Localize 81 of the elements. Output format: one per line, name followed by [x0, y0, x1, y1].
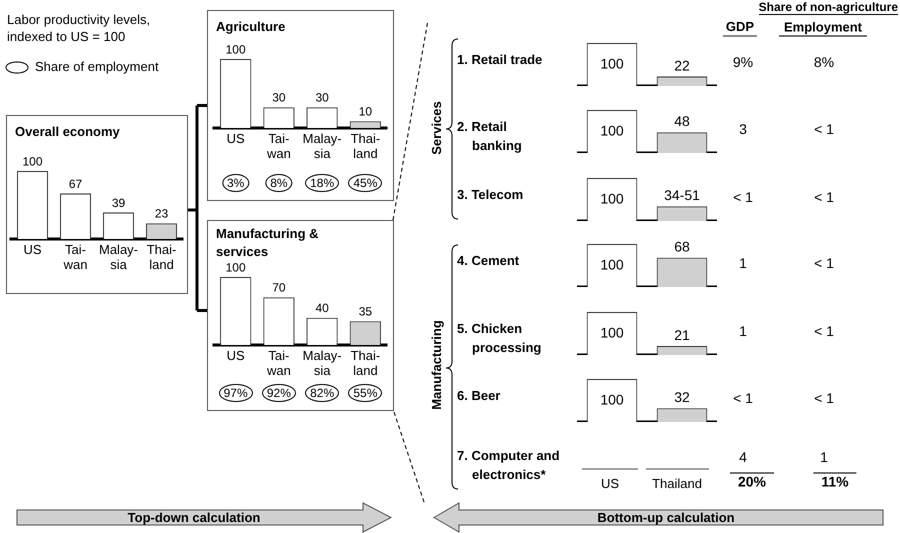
x-tick-label: Malay- sia — [98, 242, 138, 272]
text: US — [600, 476, 620, 492]
data-label: 23 — [154, 206, 168, 221]
x-tick-label: Tai- wan — [266, 348, 291, 378]
data-label: 100 — [600, 190, 624, 206]
text: 6. Beer — [457, 387, 501, 405]
text: 7. Computer and electronics* — [457, 447, 560, 484]
text: 1 — [739, 323, 747, 339]
text: GDP — [722, 19, 758, 37]
text: < 1 — [814, 255, 834, 271]
text: Labor productivity levels, indexed to US = 100 — [7, 11, 150, 45]
text: < 1 — [814, 189, 834, 205]
text: 4. Cement — [457, 252, 520, 270]
text: 3 — [739, 121, 747, 137]
text: < 1 — [814, 390, 834, 406]
text: 18% — [305, 174, 340, 192]
text: 1 — [739, 255, 747, 271]
data-label: 100 — [226, 42, 246, 56]
data-label: 32 — [674, 389, 690, 406]
data-label: 30 — [272, 90, 286, 105]
text: 92% — [262, 384, 296, 402]
data-label: 39 — [112, 196, 126, 210]
data-label: 100 — [600, 324, 624, 340]
data-label: 10 — [358, 104, 372, 119]
data-label: 30 — [315, 90, 330, 105]
text: 1. Retail trade — [457, 51, 542, 69]
text: 45% — [348, 174, 382, 192]
x-tick-label: Thai- land — [146, 242, 176, 272]
data-label: 100 — [600, 55, 624, 72]
text: 11% — [813, 472, 857, 490]
text: 3% — [222, 174, 250, 192]
data-label: 70 — [272, 280, 286, 295]
data-label: 100 — [22, 154, 43, 168]
x-tick-label: Malay- sia — [302, 131, 342, 162]
text: Top-down calculation — [128, 510, 260, 526]
text: Share of non-agriculture — [758, 0, 898, 15]
text: 82% — [305, 384, 340, 402]
text: 2. Retail banking — [457, 118, 522, 155]
x-tick-label: Malay- sia — [302, 348, 342, 378]
text: 8% — [265, 174, 293, 192]
x-tick-label: Thai- land — [350, 348, 380, 378]
chart-title: Manufacturing & services — [216, 225, 319, 261]
x-tick-label: Tai- wan — [62, 242, 88, 272]
x-tick-label: US — [226, 348, 245, 364]
text: Employment — [778, 20, 868, 36]
data-label: 48 — [674, 113, 690, 130]
text: Share of employment — [35, 59, 159, 75]
x-tick-label: US — [226, 131, 245, 146]
text: 4 — [739, 449, 747, 465]
text: 20% — [730, 472, 774, 490]
text: Manufacturing — [429, 320, 445, 410]
data-label: 100 — [600, 122, 624, 138]
data-label: 34-51 — [664, 187, 700, 204]
x-tick-label: Tai- wan — [266, 131, 291, 162]
text: 1 — [820, 449, 828, 465]
data-label: 100 — [600, 256, 624, 272]
text: 9% — [732, 54, 754, 70]
text: < 1 — [733, 189, 753, 205]
text: < 1 — [814, 323, 834, 339]
text: < 1 — [733, 390, 753, 406]
data-label: 22 — [674, 57, 690, 74]
data-label: 40 — [315, 301, 330, 316]
data-label: 21 — [674, 326, 690, 343]
data-label: 67 — [68, 176, 82, 191]
chart-title: Agriculture — [216, 18, 286, 36]
text: 55% — [348, 384, 382, 402]
x-tick-label: US — [23, 242, 42, 258]
text: 8% — [814, 54, 834, 70]
chart-title: Overall economy — [15, 123, 120, 141]
data-label: 35 — [358, 304, 372, 319]
text: Services — [429, 101, 445, 155]
data-label: 100 — [226, 260, 246, 274]
data-label: 68 — [674, 238, 690, 255]
text: 97% — [218, 384, 253, 402]
text: Bottom-up calculation — [597, 510, 735, 526]
text: 5. Chicken processing — [457, 320, 542, 357]
text: < 1 — [814, 121, 834, 137]
data-label: 100 — [600, 391, 624, 408]
x-tick-label: Thai- land — [350, 131, 380, 162]
text: 3. Telecom — [457, 186, 524, 204]
text: Thailand — [652, 476, 702, 492]
